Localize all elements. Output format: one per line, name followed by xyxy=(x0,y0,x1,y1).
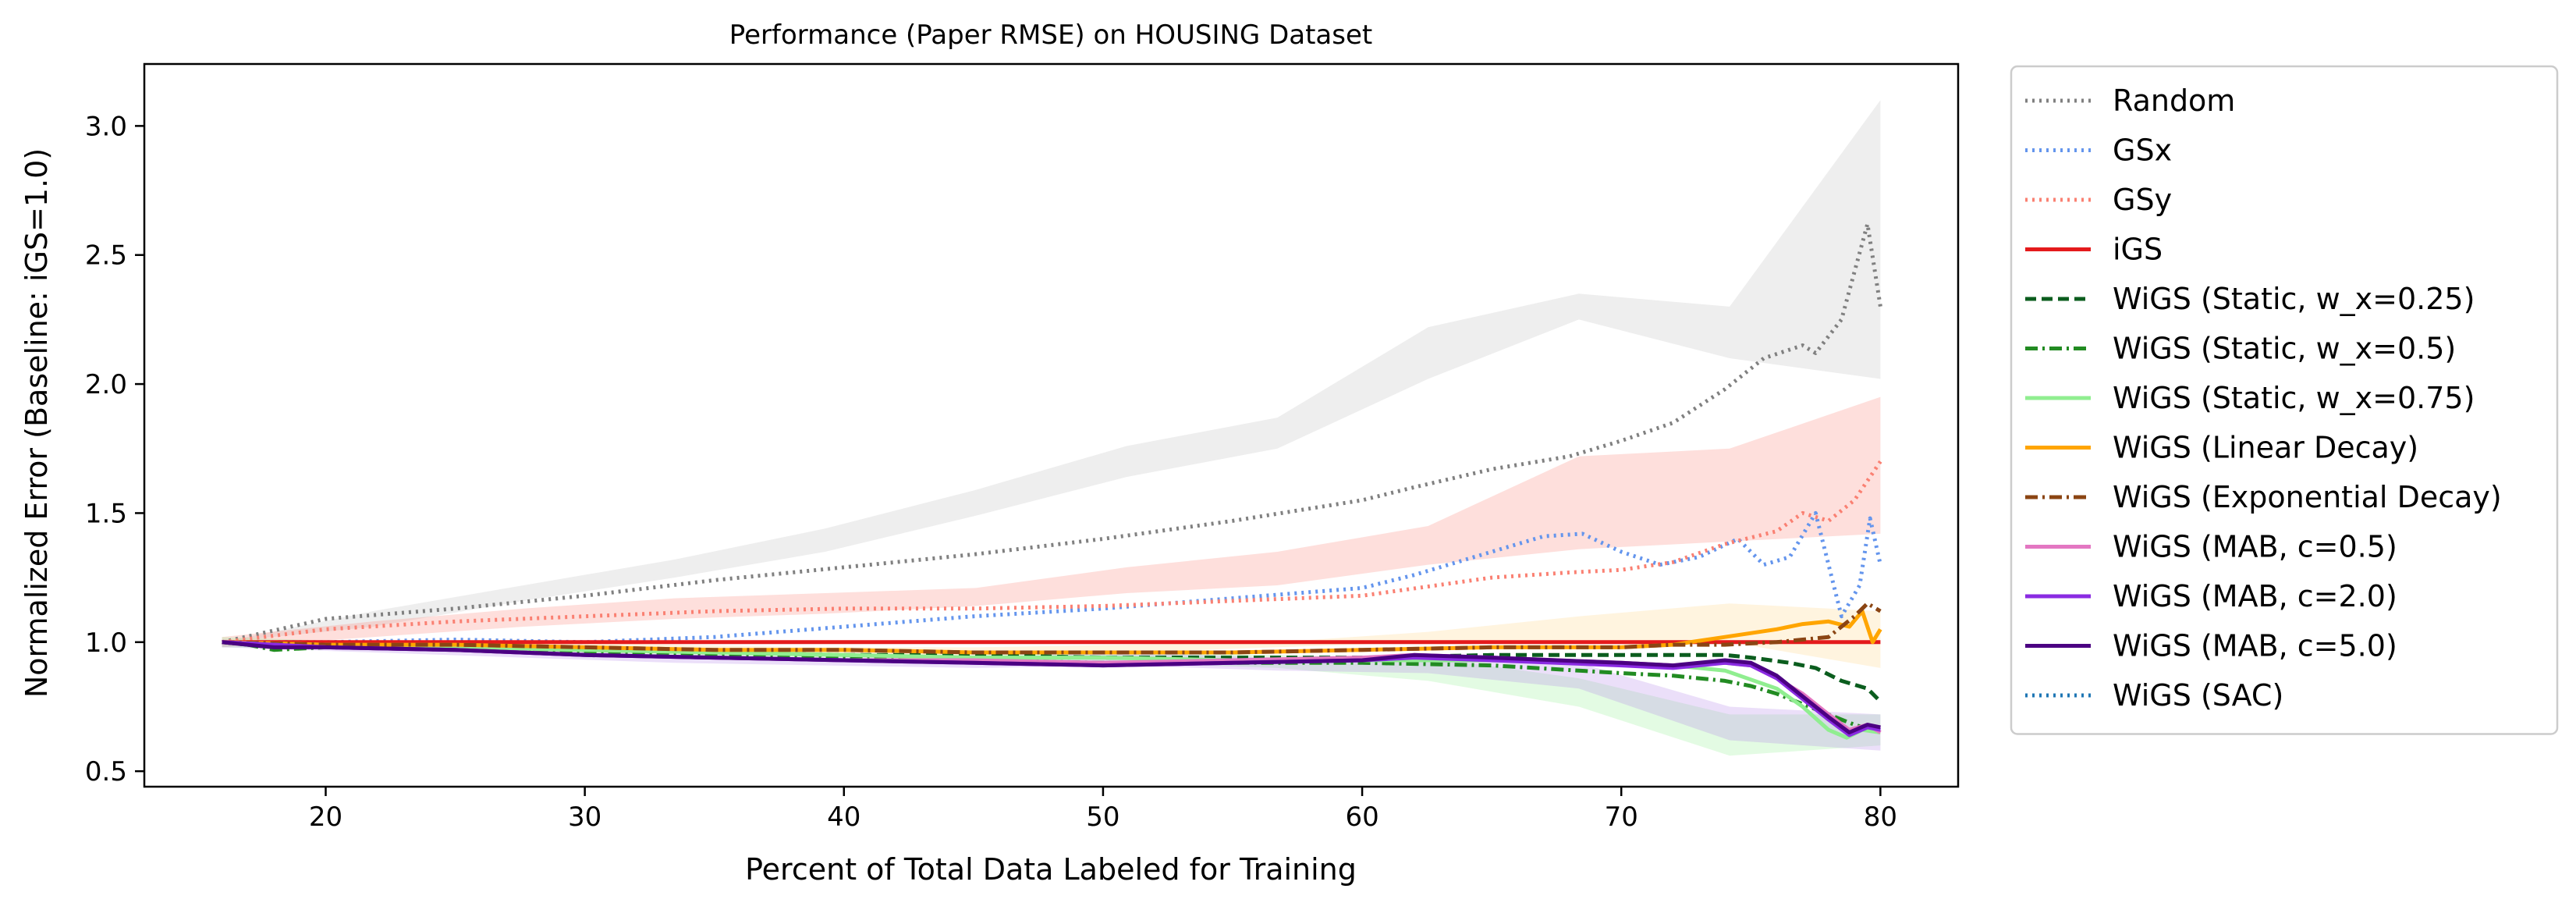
x-tick-label: 70 xyxy=(1605,802,1638,833)
series-lines xyxy=(222,222,1882,740)
x-tick-label: 60 xyxy=(1345,802,1378,833)
legend-label-wigs-linear-decay: WiGS (Linear Decay) xyxy=(2113,431,2418,465)
band-wigs-linear-decay xyxy=(222,603,1881,668)
legend-label-wigs-static-w-x-0-5: WiGS (Static, w_x=0.5) xyxy=(2113,332,2456,366)
y-tick-label: 2.5 xyxy=(85,240,127,272)
band-gsy xyxy=(222,396,1881,648)
legend-label-wigs-exponential-decay: WiGS (Exponential Decay) xyxy=(2113,480,2502,514)
y-tick-label: 3.0 xyxy=(85,111,127,142)
axes: 20 30 40 50 60 70 80 0.5 1.0 1.5 2.0 2.5 3.0 xyxy=(85,62,1960,833)
x-tick-label: 50 xyxy=(1086,802,1119,833)
legend-label-wigs-mab-c-5-0: WiGS (MAB, c=5.0) xyxy=(2113,629,2397,663)
x-tick-label: 40 xyxy=(827,802,860,833)
y-tick-label: 2.0 xyxy=(85,369,127,400)
legend-label-wigs-sac: WiGS (SAC) xyxy=(2113,678,2283,713)
x-tick-label: 80 xyxy=(1864,802,1897,833)
y-tick-label: 1.0 xyxy=(85,627,127,659)
chart-title: Performance (Paper RMSE) on HOUSING Data… xyxy=(729,20,1372,51)
legend-box xyxy=(2010,65,2559,735)
band-random xyxy=(222,100,1881,642)
series-line-random xyxy=(222,222,1882,645)
legend-label-random: Random xyxy=(2113,84,2235,118)
series-line-wigs-exponential-decay xyxy=(222,601,1882,655)
series-line-gsx xyxy=(222,510,1882,645)
legend-label-gsx: GSx xyxy=(2113,133,2172,168)
series-line-wigs-static-w-x-0-75 xyxy=(222,640,1881,740)
series-line-wigs-mab-c-5-0 xyxy=(222,640,1881,734)
x-axis-label: Percent of Total Data Labeled for Traini… xyxy=(745,852,1357,887)
y-axis-label: Normalized Error (Baseline: iGS=1.0) xyxy=(20,148,54,698)
legend-label-gsy: GSy xyxy=(2113,183,2172,217)
x-tick-label: 20 xyxy=(309,802,342,833)
legend-label-wigs-mab-c-2-0: WiGS (MAB, c=2.0) xyxy=(2113,579,2397,613)
legend: Random GSx GSy iGS WiGS (Static, w_x=0.25) Wi… xyxy=(2010,65,2559,735)
legend-label-wigs-static-w-x-0-75: WiGS (Static, w_x=0.75) xyxy=(2113,381,2475,415)
legend-label-wigs-mab-c-0-5: WiGS (MAB, c=0.5) xyxy=(2113,530,2397,564)
y-tick-label: 1.5 xyxy=(85,498,127,529)
band-wigs-mab-c-2-0 xyxy=(222,639,1881,751)
y-tick-label: 0.5 xyxy=(85,756,127,787)
legend-label-wigs-static-w-x-0-25: WiGS (Static, w_x=0.25) xyxy=(2113,282,2475,316)
legend-label-igs: iGS xyxy=(2113,233,2163,267)
x-tick-label: 30 xyxy=(568,802,601,833)
plot-frame xyxy=(143,62,1960,788)
